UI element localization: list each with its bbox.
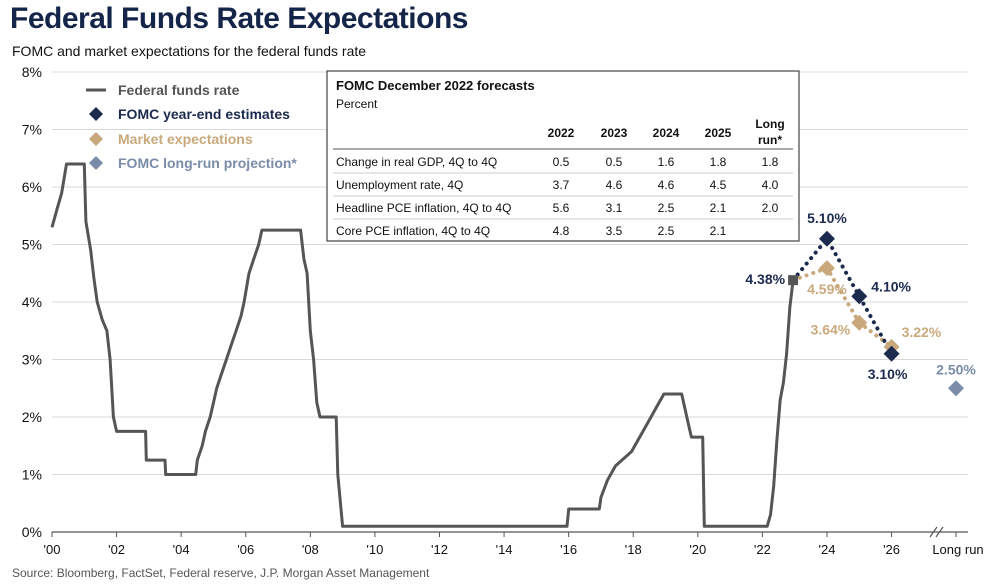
forecast-table-cell: 1.8 [762, 155, 779, 169]
x-tick-label: '14 [496, 542, 513, 557]
forecast-table-header: Long [755, 117, 784, 131]
forecast-table-header: 2022 [548, 126, 575, 140]
forecast-table-cell: 2.5 [658, 201, 675, 215]
forecast-table-row-label: Core PCE inflation, 4Q to 4Q [336, 224, 490, 238]
x-tick-label-long-run: Long run [932, 542, 983, 557]
forecast-table-header: 2025 [705, 126, 732, 140]
legend-label: Federal funds rate [118, 82, 240, 98]
forecast-table-cell: 3.5 [606, 224, 623, 238]
forecast-table-cell: 1.8 [710, 155, 727, 169]
forecast-table-cell: 0.5 [606, 155, 623, 169]
legend-swatch-diamond [89, 132, 103, 146]
forecast-table-cell: 2.1 [710, 224, 727, 238]
legend: Federal funds rate FOMC year-end estimate… [86, 82, 297, 171]
forecast-table-cell: 2.1 [710, 201, 727, 215]
data-labels: 4.38% 5.10% 4.59% 4.10% 3.64% 3.22% 3.10% 2.50% [745, 210, 976, 382]
forecast-table-row-label: Unemployment rate, 4Q [336, 178, 463, 192]
forecast-table-subtitle: Percent [336, 97, 378, 111]
forecast-table-cell: 4.6 [658, 178, 675, 192]
forecast-table-cell: 2.5 [658, 224, 675, 238]
forecast-table-cell: 2.0 [762, 201, 779, 215]
data-label: 4.10% [871, 278, 911, 294]
x-tick-label: '04 [173, 542, 190, 557]
x-tick-label: '18 [625, 542, 642, 557]
forecast-table-header: 2024 [653, 126, 680, 140]
y-tick-label: 8% [22, 64, 42, 80]
series-markers [788, 230, 964, 397]
federal-funds-rate-line [50, 162, 795, 528]
forecast-table-cell: 4.0 [762, 178, 779, 192]
forecast-table-header: 2023 [601, 126, 628, 140]
x-tick-label: '10 [366, 542, 383, 557]
x-tick-label: '00 [44, 542, 61, 557]
forecast-table-cell: 0.5 [553, 155, 570, 169]
fomc-long-run-marker [948, 380, 964, 397]
forecast-table-box [326, 70, 800, 242]
series-lines [50, 162, 894, 528]
x-tick-label: '22 [754, 542, 771, 557]
forecast-table-row-label: Headline PCE inflation, 4Q to 4Q [336, 201, 511, 215]
data-label: 3.10% [868, 366, 908, 382]
forecast-table-cell: 3.7 [553, 178, 570, 192]
legend-swatch-diamond [89, 156, 103, 170]
legend-label: FOMC year-end estimates [118, 106, 290, 122]
fomc-estimate-marker [818, 230, 835, 247]
market-expectations-line [791, 265, 894, 349]
y-tick-label: 5% [22, 237, 42, 253]
x-tick-label: '26 [883, 542, 900, 557]
market-expectation-marker [851, 314, 868, 331]
chart-title: Federal Funds Rate Expectations [10, 2, 468, 35]
data-label: 3.64% [811, 322, 851, 338]
fomc-estimate-marker [883, 345, 900, 362]
data-label: 3.22% [902, 324, 942, 340]
forecast-table-cell: 4.6 [606, 178, 623, 192]
y-tick-label: 2% [22, 409, 42, 425]
y-tick-label: 0% [22, 524, 42, 540]
y-tick-label: 6% [22, 179, 42, 195]
x-tick-label: '08 [302, 542, 319, 557]
current-rate-marker [788, 275, 799, 286]
forecast-table-title: FOMC December 2022 forecasts [336, 78, 535, 93]
forecast-table-cell: 3.1 [606, 201, 623, 215]
legend-label: Market expectations [118, 131, 253, 147]
legend-swatch-diamond [89, 107, 103, 121]
x-tick-label: '06 [237, 542, 254, 557]
fomc-estimate-marker [851, 288, 868, 305]
forecast-table-row-label: Change in real GDP, 4Q to 4Q [336, 155, 497, 169]
x-tick-label: '02 [108, 542, 125, 557]
data-label: 4.59% [807, 281, 847, 297]
forecast-table: FOMC December 2022 forecasts Percent 2022 2… [326, 70, 800, 242]
y-tick-label: 4% [22, 294, 42, 310]
x-tick-label: '16 [560, 542, 577, 557]
forecast-table-cell: 1.6 [658, 155, 675, 169]
legend-label: FOMC long-run projection* [118, 155, 297, 171]
data-label: 4.38% [745, 271, 785, 287]
data-label: 2.50% [936, 361, 976, 377]
axis-break-mark [929, 526, 938, 538]
axis-break-mark [935, 526, 944, 538]
axes: 0% 1% 2% 3% 4% 5% 6% 7% 8% '00 '02 '04 '06 '08 '10 '12 '… [22, 64, 984, 557]
source-note: Source: Bloomberg, FactSet, Federal rese… [12, 566, 430, 580]
chart-subtitle: FOMC and market expectations for the fed… [12, 43, 367, 59]
forecast-table-header: run* [758, 133, 782, 147]
forecast-table-cell: 5.6 [553, 201, 570, 215]
data-label: 5.10% [807, 210, 847, 226]
x-tick-label: '12 [431, 542, 448, 557]
y-tick-label: 1% [22, 467, 42, 483]
market-expectation-marker [818, 260, 835, 277]
y-tick-label: 7% [22, 122, 42, 138]
x-tick-label: '24 [819, 542, 836, 557]
y-tick-label: 3% [22, 352, 42, 368]
fomc-estimates-line [791, 235, 894, 356]
forecast-table-cell: 4.5 [710, 178, 727, 192]
forecast-table-cell: 4.8 [553, 224, 570, 238]
x-tick-label: '20 [689, 542, 706, 557]
